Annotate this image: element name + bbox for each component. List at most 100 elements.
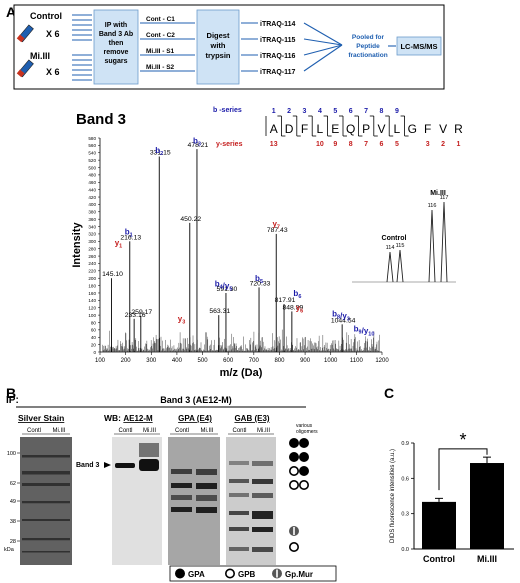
gpa-circle-icon bbox=[299, 466, 309, 476]
peak-mz-label: 145.10 bbox=[102, 271, 123, 278]
ion-label: b3 bbox=[193, 137, 201, 148]
inset-mi3-label: Mi.III bbox=[430, 190, 446, 197]
lcms-box bbox=[396, 36, 442, 56]
svg-text:then: then bbox=[109, 40, 124, 47]
digest-box bbox=[196, 9, 240, 85]
ion-label: b6 bbox=[293, 289, 301, 300]
blot-band bbox=[139, 459, 159, 471]
y-tick-label: 280 bbox=[88, 246, 96, 251]
svg-text:fractionation: fractionation bbox=[348, 52, 387, 59]
x-tick-label: 100 bbox=[95, 358, 106, 364]
blot-band bbox=[252, 493, 273, 498]
svg-text:Pooled for: Pooled for bbox=[352, 34, 385, 41]
x-axis-label: m/z (Da) bbox=[220, 367, 263, 379]
ip-antibody: Band 3 (AE12-M) bbox=[160, 395, 232, 405]
ip-box-text: IP with Band 3 Ab then remove sugars bbox=[99, 22, 133, 65]
sequence-residue: L bbox=[317, 122, 324, 136]
peak-mz-label: 450.22 bbox=[180, 216, 201, 223]
x-tick-label: 800 bbox=[274, 358, 285, 364]
blot-membrane bbox=[112, 437, 162, 565]
blot-band bbox=[22, 501, 70, 504]
y-tick-label: 40 bbox=[91, 335, 97, 340]
inset-peak bbox=[428, 209, 436, 283]
sequence-residue: A bbox=[270, 122, 278, 136]
x-tick-label: 600 bbox=[223, 358, 234, 364]
svg-text:iTRAQ-114: iTRAQ-114 bbox=[260, 21, 296, 28]
gpa-circle-icon bbox=[175, 568, 185, 579]
blot-band bbox=[22, 471, 70, 475]
c-y-tick-label: 0.0 bbox=[401, 547, 409, 553]
b-number: 2 bbox=[287, 108, 291, 115]
peak-mz-label: 848.39 bbox=[282, 304, 303, 311]
sequence-residue: D bbox=[285, 122, 294, 136]
inset-tag-label: 116 bbox=[428, 203, 437, 209]
blot-band bbox=[22, 483, 70, 486]
western-blot-panel: IP: Band 3 (AE12-M) Silver Stain WB: AE12-M G… bbox=[4, 395, 337, 582]
sequence-residue: Q bbox=[346, 122, 355, 136]
y-tick-label: 440 bbox=[88, 187, 96, 192]
band3-label: Band 3 bbox=[76, 462, 99, 469]
legend-gpa: GPA bbox=[188, 570, 205, 579]
c-y-tick-label: 0.3 bbox=[401, 512, 409, 518]
spectrum-title: Band 3 bbox=[76, 111, 126, 128]
y-tick-label: 100 bbox=[88, 313, 96, 318]
inset-tag-label: 114 bbox=[386, 245, 395, 251]
y-number: 10 bbox=[316, 141, 324, 148]
peak-mz-label: 563.31 bbox=[209, 308, 230, 315]
wb-antibody-label: AE12-M bbox=[123, 414, 153, 423]
blot-legend bbox=[169, 565, 337, 582]
blot-band bbox=[229, 461, 249, 465]
x-tick-label: 300 bbox=[146, 358, 157, 364]
kda-marker: 100 bbox=[7, 451, 16, 457]
ion-label: b8/y3 bbox=[332, 310, 350, 323]
svg-text:iTRAQ-117: iTRAQ-117 bbox=[260, 69, 296, 76]
wb-label: WB: bbox=[104, 413, 121, 423]
silver-stain-title: Silver Stain bbox=[18, 413, 64, 423]
peak-mz-label: 591.30 bbox=[217, 286, 238, 293]
svg-text:sugars: sugars bbox=[105, 58, 128, 65]
ip-box bbox=[93, 9, 139, 85]
y-tick-label: 200 bbox=[88, 276, 96, 281]
b-series-label: b -series bbox=[213, 107, 242, 114]
svg-text:Cont - C2: Cont - C2 bbox=[146, 32, 175, 39]
gpmur-stripe bbox=[276, 569, 278, 578]
gpa-circle-icon bbox=[299, 452, 309, 462]
y-tick-label: 480 bbox=[88, 173, 96, 178]
lane-label: Mi.III bbox=[143, 428, 156, 434]
blot-band bbox=[196, 483, 217, 489]
x-tick-label: 700 bbox=[249, 358, 260, 364]
svg-text:IP with: IP with bbox=[105, 22, 127, 29]
peak-mz-label: 259.17 bbox=[131, 309, 152, 316]
control-label: Control bbox=[30, 11, 62, 21]
svg-text:Digest: Digest bbox=[207, 31, 230, 40]
b-number: 8 bbox=[380, 108, 384, 115]
dids-bar-chart: 0.0 0.3 0.6 0.9 DIDS fluorescence intensitie… bbox=[390, 430, 514, 564]
blot-band bbox=[229, 479, 249, 483]
panel-label-b: B bbox=[6, 385, 17, 401]
x-tick-label: 1100 bbox=[350, 358, 364, 364]
ion-label: b2 bbox=[155, 146, 163, 157]
sequence-residue: G bbox=[408, 122, 417, 136]
sequence-residue: F bbox=[424, 122, 431, 136]
blot-smear bbox=[139, 443, 159, 457]
gpb-circle-icon bbox=[288, 480, 299, 491]
wb-antibody-label: GPA (E4) bbox=[178, 414, 212, 423]
y-tick-label: 140 bbox=[88, 298, 96, 303]
y-number: 9 bbox=[333, 141, 337, 148]
kda-marker: 49 bbox=[10, 499, 16, 505]
blot-band bbox=[229, 547, 249, 551]
b-number: 4 bbox=[318, 108, 322, 115]
blot-band bbox=[22, 551, 70, 553]
sequence-residue: F bbox=[301, 122, 308, 136]
inset-peak bbox=[440, 201, 448, 283]
y-tick-label: 320 bbox=[88, 232, 96, 237]
blot-band bbox=[252, 479, 273, 484]
ion-label: b4/y5 bbox=[215, 279, 233, 292]
y-tick-label: 160 bbox=[88, 291, 96, 296]
blot-band bbox=[229, 511, 249, 515]
svg-text:Cont - C1: Cont - C1 bbox=[146, 16, 175, 23]
y-series-label: y-series bbox=[216, 141, 243, 148]
y-tick-label: 340 bbox=[88, 224, 96, 229]
sequence-residue: E bbox=[331, 122, 339, 136]
inset-tag-label: 115 bbox=[396, 243, 405, 249]
